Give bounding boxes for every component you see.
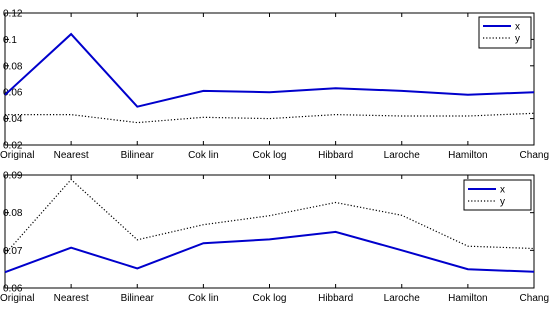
data-point-x bbox=[334, 230, 337, 233]
y-tick-label: 0.1 bbox=[3, 35, 17, 46]
y-tick-label: 0.07 bbox=[3, 246, 23, 257]
legend-box bbox=[463, 179, 532, 211]
data-point-x bbox=[268, 91, 271, 94]
x-tick-label: Hamilton bbox=[448, 293, 487, 304]
x-tick-label: Original bbox=[0, 150, 34, 161]
x-tick-label: Hibbard bbox=[318, 150, 353, 161]
legend-label-y: y bbox=[500, 197, 505, 208]
data-point-x bbox=[4, 271, 7, 274]
x-tick-label: Chang bbox=[520, 293, 549, 304]
legend-label-x: x bbox=[515, 22, 520, 33]
series-line-y bbox=[5, 112, 535, 124]
data-point-y bbox=[4, 113, 7, 116]
y-tick-label: 0.08 bbox=[3, 61, 23, 72]
series-line-x bbox=[4, 32, 535, 108]
x-tick-label: Bilinear bbox=[121, 150, 155, 161]
data-point-x bbox=[466, 93, 469, 96]
data-point-x bbox=[533, 270, 536, 273]
data-point-y bbox=[466, 114, 469, 117]
y-tick-label: 0.06 bbox=[3, 284, 23, 295]
data-point-y bbox=[136, 121, 139, 124]
x-tick-label: Nearest bbox=[54, 150, 89, 161]
data-point-x bbox=[70, 33, 73, 36]
data-point-y bbox=[334, 113, 337, 116]
y-tick-label: 0.09 bbox=[3, 171, 23, 182]
data-point-y bbox=[533, 112, 536, 115]
plot-frame bbox=[4, 174, 535, 289]
data-point-y bbox=[334, 201, 337, 204]
data-point-x bbox=[136, 267, 139, 270]
x-tick-label: Nearest bbox=[54, 293, 89, 304]
x-tick-label: Cok lin bbox=[188, 293, 219, 304]
x-tick-label: Cok log bbox=[253, 150, 287, 161]
y-tick-label: 0.04 bbox=[3, 114, 23, 125]
data-point-x bbox=[334, 87, 337, 90]
x-tick-label: Original bbox=[0, 293, 34, 304]
data-point-y bbox=[4, 253, 7, 256]
chart-panel-1: 0.02 0.04 0.06 0.08 0.1 0.12 Original Nearest Bi… bbox=[0, 9, 549, 162]
data-point-y bbox=[466, 245, 469, 248]
x-tick-label: Hamilton bbox=[448, 150, 487, 161]
x-tick-label: Chang bbox=[520, 150, 549, 161]
data-point-y bbox=[268, 214, 271, 217]
data-point-x bbox=[268, 238, 271, 241]
data-point-x bbox=[400, 249, 403, 252]
data-point-y bbox=[268, 117, 271, 120]
data-point-y bbox=[202, 116, 205, 119]
legend-box bbox=[478, 16, 532, 49]
series-line-x bbox=[4, 230, 535, 274]
data-point-y bbox=[400, 214, 403, 217]
data-point-x bbox=[400, 89, 403, 92]
x-tick-label: Cok lin bbox=[188, 150, 219, 161]
y-tick-label: 0.06 bbox=[3, 88, 23, 99]
x-tick-label: Laroche bbox=[384, 150, 421, 161]
chart-panel-2: 0.06 0.07 0.08 0.09 Original Nearest Bilinear C… bbox=[0, 171, 549, 305]
data-point-x bbox=[202, 242, 205, 245]
legend-label-x: x bbox=[500, 185, 505, 196]
data-point-x bbox=[136, 105, 139, 108]
legend: xy bbox=[463, 179, 532, 211]
x-tick-label: Hibbard bbox=[318, 293, 353, 304]
data-point-x bbox=[466, 268, 469, 271]
data-point-x bbox=[202, 89, 205, 92]
y-tick-label: 0.02 bbox=[3, 141, 23, 152]
x-tick-label: Laroche bbox=[384, 293, 421, 304]
plot-frame bbox=[4, 12, 535, 146]
data-point-y bbox=[70, 113, 73, 116]
data-point-x bbox=[70, 246, 73, 249]
data-point-y bbox=[400, 114, 403, 117]
data-point-y bbox=[70, 178, 73, 181]
y-tick-label: 0.08 bbox=[3, 208, 23, 219]
data-point-y bbox=[136, 238, 139, 241]
data-point-y bbox=[533, 247, 536, 250]
x-tick-label: Bilinear bbox=[121, 293, 155, 304]
legend: xy bbox=[478, 16, 532, 49]
series-line-y bbox=[4, 178, 535, 255]
data-point-x bbox=[533, 91, 536, 94]
x-tick-label: Cok log bbox=[253, 293, 287, 304]
data-point-y bbox=[202, 223, 205, 226]
y-tick-label: 0.12 bbox=[3, 9, 23, 20]
legend-label-y: y bbox=[515, 34, 520, 45]
data-point-x bbox=[4, 93, 7, 96]
